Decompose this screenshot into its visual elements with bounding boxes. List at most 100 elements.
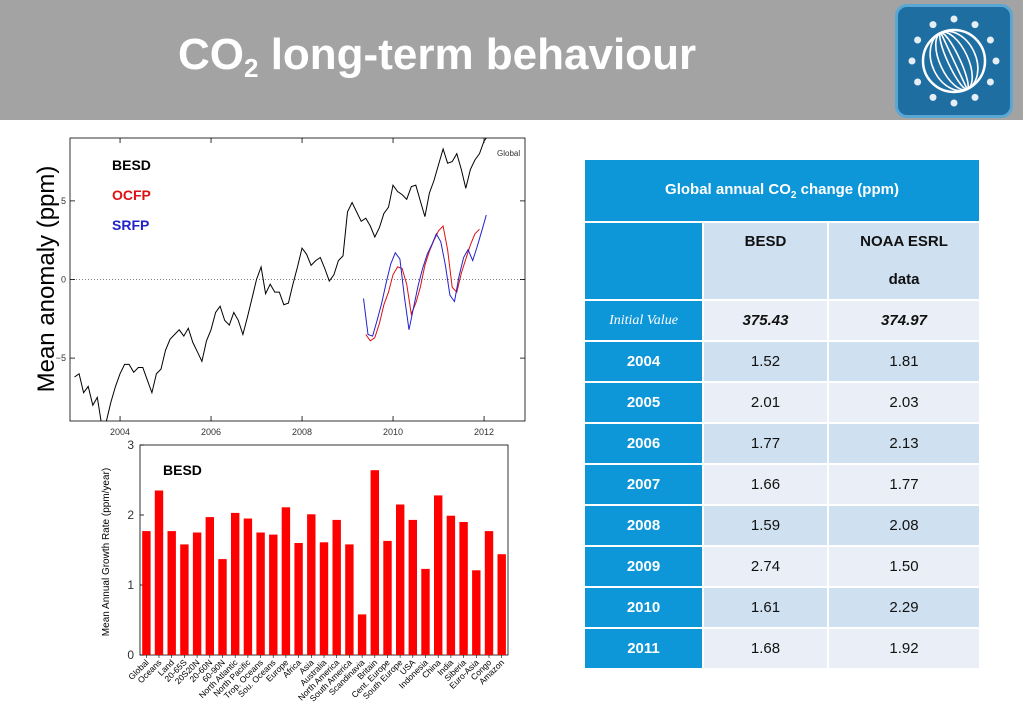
bar <box>459 522 468 655</box>
table-corner <box>583 221 704 301</box>
title-main: CO <box>178 30 244 79</box>
row-noaa: 1.50 <box>827 545 981 588</box>
col-header-noaa: NOAA ESRL data <box>827 221 981 301</box>
legend-srfp: SRFP <box>112 217 149 233</box>
row-year: 2007 <box>583 463 704 506</box>
table-row: 2007 1.66 1.77 <box>583 463 981 506</box>
row-noaa: 2.29 <box>827 586 981 629</box>
legend-besd: BESD <box>112 157 151 173</box>
row-noaa: 2.03 <box>827 381 981 424</box>
line-chart-ylabel: Mean anomaly (ppm) <box>33 166 60 393</box>
bar <box>319 542 329 655</box>
x-tick-label: 2008 <box>292 427 312 437</box>
bar <box>269 534 278 655</box>
row-noaa: 2.08 <box>827 504 981 547</box>
x-tick-label: 2004 <box>110 427 130 437</box>
row-besd: 1.68 <box>702 627 829 670</box>
bar <box>383 540 392 655</box>
row-year: 2006 <box>583 422 704 465</box>
bar <box>192 532 202 655</box>
bar <box>231 512 240 655</box>
bar <box>243 518 253 655</box>
row-noaa: 2.13 <box>827 422 981 465</box>
table-row: 2006 1.77 2.13 <box>583 422 981 465</box>
table-row: 2009 2.74 1.50 <box>583 545 981 588</box>
title-rest: long-term behaviour <box>258 30 697 79</box>
title-subscript: 2 <box>244 53 259 83</box>
row-besd: 1.59 <box>702 504 829 547</box>
bar <box>421 568 430 655</box>
series-label-global: Global <box>497 149 520 158</box>
row-noaa: 1.81 <box>827 340 981 383</box>
bar <box>446 515 456 655</box>
bar <box>396 504 405 655</box>
bar <box>154 490 164 655</box>
page-title: CO2 long-term behaviour <box>178 30 696 84</box>
table-row: 2004 1.52 1.81 <box>583 340 981 383</box>
row-year: 2009 <box>583 545 704 588</box>
bar <box>370 470 379 655</box>
table-row: 2005 2.01 2.03 <box>583 381 981 424</box>
row-year: 2008 <box>583 504 704 547</box>
x-tick-label: 2010 <box>383 427 403 437</box>
table-row: 2008 1.59 2.08 <box>583 504 981 547</box>
bar <box>408 519 417 655</box>
bar <box>167 531 176 655</box>
bar <box>281 507 291 655</box>
row-besd: 2.01 <box>702 381 829 424</box>
initial-value-label: Initial Value <box>583 299 704 342</box>
bar-y-tick-label: 3 <box>127 438 134 452</box>
series-line-ocfp <box>365 224 480 342</box>
y-tick-label: 0 <box>61 275 66 285</box>
row-year: 2010 <box>583 586 704 629</box>
bar-y-tick-label: 0 <box>127 648 134 662</box>
plot-frame <box>69 137 526 422</box>
bar <box>357 614 367 655</box>
bar <box>497 554 506 655</box>
title-banner <box>0 0 1023 120</box>
bar-y-axis-title: Mean Annual Growth Rate (ppm/year) <box>101 468 112 636</box>
bar <box>472 570 481 655</box>
bar-y-tick-label: 1 <box>127 578 134 592</box>
row-year: 2005 <box>583 381 704 424</box>
bar <box>434 495 443 655</box>
series-line-besd <box>74 138 487 421</box>
row-besd: 1.77 <box>702 422 829 465</box>
line-chart: Global BESD OCFP SRFP −5 0 5 2004 2006 2008 20… <box>40 130 540 440</box>
y-tick-label: −5 <box>56 353 66 363</box>
co2-change-table: Global annual CO2 change (ppm) BESD NOAA… <box>583 158 981 670</box>
row-besd: 1.61 <box>702 586 829 629</box>
row-besd: 1.52 <box>702 340 829 383</box>
series-line-srfp <box>363 214 487 337</box>
x-tick-label: 2006 <box>201 427 221 437</box>
row-besd: 2.74 <box>702 545 829 588</box>
bar <box>484 531 494 655</box>
globe-logo-icon <box>895 4 1013 118</box>
bar-y-tick-label: 2 <box>127 508 134 522</box>
col-header-besd: BESD <box>702 221 829 301</box>
bar-chart-title: BESD <box>163 462 202 478</box>
row-year: 2011 <box>583 627 704 670</box>
bar <box>332 519 341 655</box>
bar <box>256 532 265 655</box>
initial-value-noaa: 374.97 <box>827 299 981 342</box>
row-noaa: 1.92 <box>827 627 981 670</box>
bar <box>205 517 214 655</box>
bar <box>180 544 189 655</box>
table-row: 2010 1.61 2.29 <box>583 586 981 629</box>
bar <box>345 544 354 655</box>
legend-ocfp: OCFP <box>112 187 151 203</box>
table-title: Global annual CO2 change (ppm) <box>583 158 981 223</box>
bar <box>218 559 227 655</box>
row-besd: 1.66 <box>702 463 829 506</box>
table-row: 2011 1.68 1.92 <box>583 627 981 670</box>
y-axis-title: Mean anomaly (ppm) <box>33 166 60 393</box>
bar <box>294 543 303 655</box>
y-tick-label: 5 <box>61 196 66 206</box>
x-tick-label: 2012 <box>474 427 494 437</box>
bar-chart: BESD Mean Annual Growth Rate (ppm/year) … <box>95 438 515 708</box>
bar <box>307 514 316 655</box>
row-year: 2004 <box>583 340 704 383</box>
bar-chart-svg: BESD Mean Annual Growth Rate (ppm/year) … <box>101 438 509 704</box>
line-chart-svg: Global BESD OCFP SRFP −5 0 5 2004 2006 2008 20… <box>56 137 526 437</box>
